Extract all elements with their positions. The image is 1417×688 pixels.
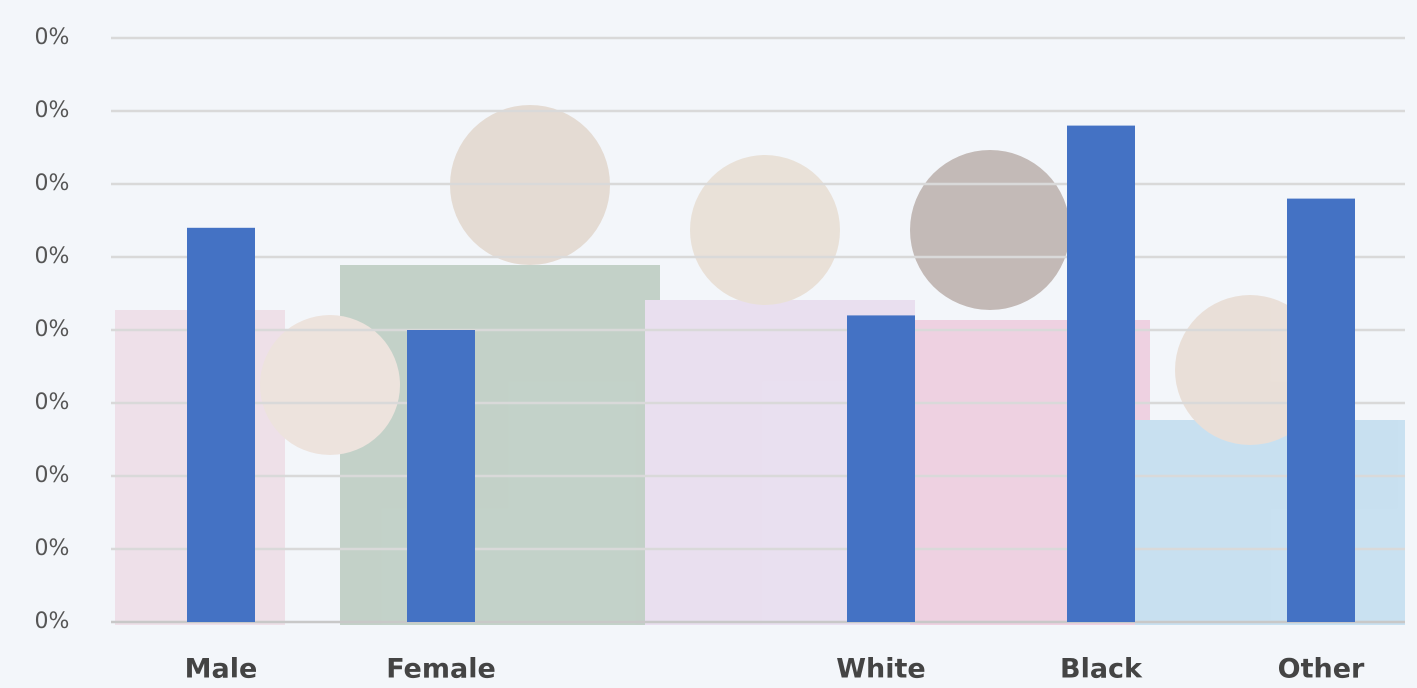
bar	[407, 330, 475, 622]
y-tick-label: 0%	[35, 536, 70, 561]
x-tick-label: Male	[185, 654, 258, 685]
page: 0% 0% 0% 0% 0% 0% 0% 0% 0% Male Female White Black Ot…	[0, 0, 1417, 688]
bar	[187, 228, 255, 622]
y-tick-label: 0%	[35, 244, 70, 269]
y-tick-label: 0%	[35, 463, 70, 488]
y-tick-label: 0%	[35, 171, 70, 196]
y-tick-label: 0%	[35, 317, 70, 342]
bar	[1287, 199, 1355, 622]
chart: 0% 0% 0% 0% 0% 0% 0% 0% 0% Male Female White Black Ot…	[0, 0, 1417, 688]
bar	[1067, 126, 1135, 622]
y-tick-label: 0%	[35, 98, 70, 123]
x-tick-label: Black	[1060, 654, 1143, 685]
y-tick-label: 0%	[35, 609, 70, 634]
x-tick-label: Other	[1278, 654, 1365, 685]
y-tick-label: 0%	[35, 390, 70, 415]
bar	[847, 315, 915, 622]
x-tick-label: White	[836, 654, 925, 685]
x-tick-label: Female	[386, 654, 496, 685]
y-tick-label: 0%	[35, 25, 70, 50]
